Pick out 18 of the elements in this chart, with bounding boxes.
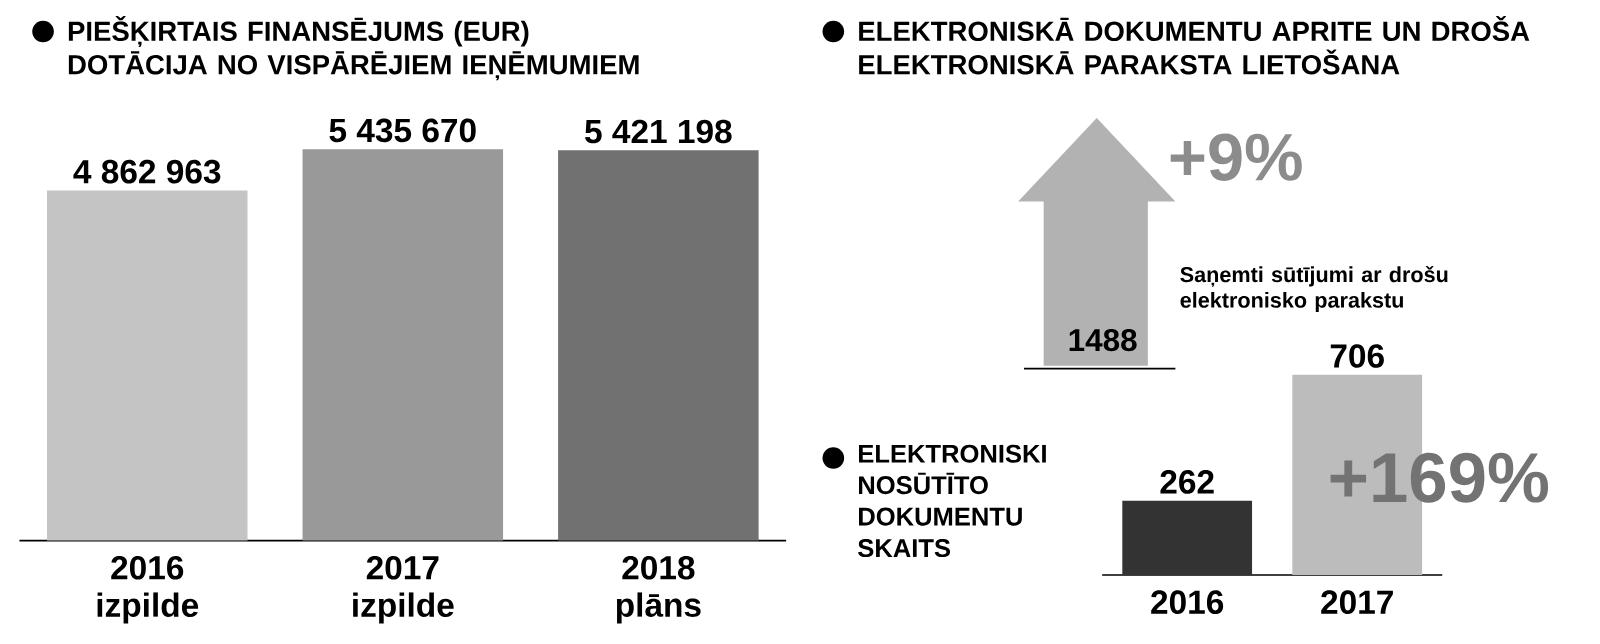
x-tick-label: 2018 plāns (616, 556, 701, 624)
x-tick-label: 2017 (1321, 590, 1393, 615)
data-label: 706 (1330, 344, 1384, 368)
data-label: 4 862 963 (73, 159, 221, 184)
x-tick-label: 2016 (1151, 590, 1224, 615)
data-label: 5 435 670 (329, 118, 476, 143)
data-label: 262 (1160, 470, 1214, 494)
x-tick-label: 2017 izpilde (353, 556, 454, 624)
x-tick-label: 2016 izpilde (97, 556, 199, 624)
text: Saņemti sūtījumi ar drošu elektronisko parakstu (1180, 266, 1448, 313)
text: 1488 (1069, 329, 1137, 352)
chart-title: PIEŠĶIRTAIS FINANSĒJUMS (EUR) (68, 16, 529, 47)
text: ELEKTRONISKI NOSŪTĪTO DOKUMENTU SKAITS (858, 444, 1046, 558)
text: ELEKTRONISKĀ DOKUMENTU APRITE UN DROŠA ELEKTRONISKĀ PARAKSTA LIETOŠANA (859, 16, 1530, 75)
annotation: +169% (1330, 452, 1549, 503)
text: +9% (1170, 133, 1302, 182)
data-label: 5 421 198 (585, 119, 732, 144)
chart-subtitle: DOTĀCIJA NO VISPĀRĒJIEM IEŅĒMUMIEM (68, 51, 639, 81)
